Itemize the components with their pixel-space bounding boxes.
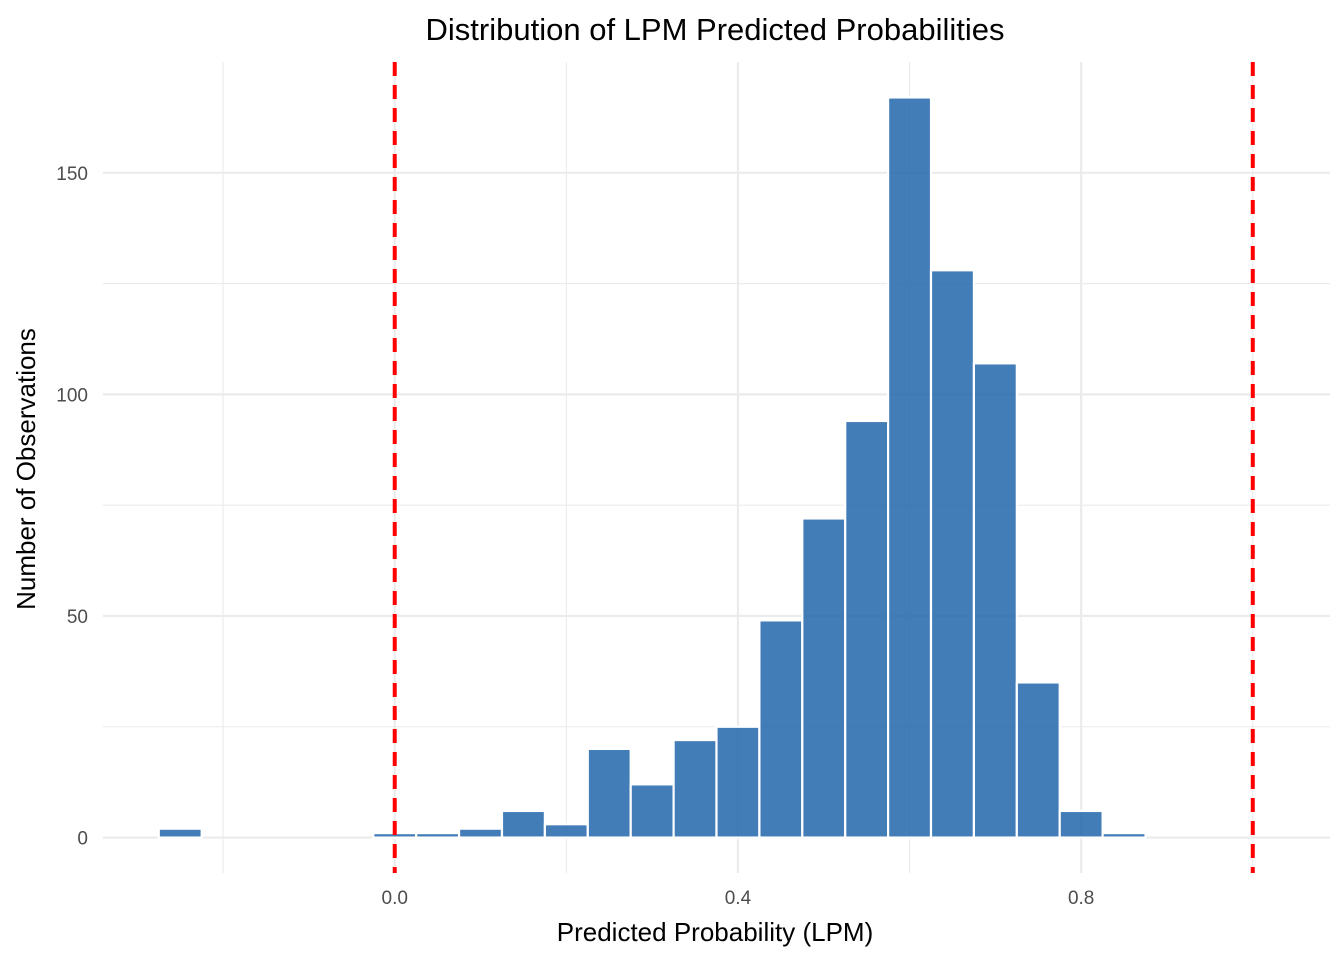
histogram-bar (758, 619, 804, 839)
histogram-bar (844, 419, 890, 839)
histogram-bars (157, 96, 1147, 839)
histogram-bar (929, 269, 976, 839)
histogram-bar (801, 517, 847, 839)
histogram-bar (500, 809, 546, 839)
x-tick-label: 0.0 (382, 888, 408, 909)
histogram-bar (415, 832, 461, 839)
histogram-bar (887, 96, 933, 839)
y-tick-label: 150 (56, 164, 88, 185)
x-tick-label: 0.8 (1068, 888, 1094, 909)
histogram-bar (543, 823, 589, 839)
histogram-bar (972, 362, 1018, 839)
histogram-bar (586, 747, 632, 839)
histogram-bar (629, 783, 675, 839)
histogram-bar (672, 738, 718, 839)
histogram-bar (1058, 809, 1104, 839)
histogram-bar (715, 725, 761, 839)
histogram-bar (457, 827, 504, 839)
x-axis-ticks: 0.0 0.4 0.8 (382, 888, 1095, 909)
chart-title: Distribution of LPM Predicted Probabilit… (426, 12, 1005, 47)
y-axis-ticks: 0 50 100 150 (56, 164, 88, 850)
y-axis-label: Number of Observations (11, 328, 41, 610)
x-axis-label: Predicted Probability (LPM) (557, 917, 873, 947)
histogram-bar (1015, 681, 1061, 839)
reference-lines (392, 62, 1255, 873)
histogram-bar (157, 827, 203, 839)
y-tick-label: 50 (67, 607, 88, 628)
x-tick-label: 0.4 (725, 888, 752, 909)
y-tick-label: 100 (56, 385, 88, 406)
histogram-bar (1101, 832, 1147, 839)
y-tick-label: 0 (77, 829, 88, 850)
